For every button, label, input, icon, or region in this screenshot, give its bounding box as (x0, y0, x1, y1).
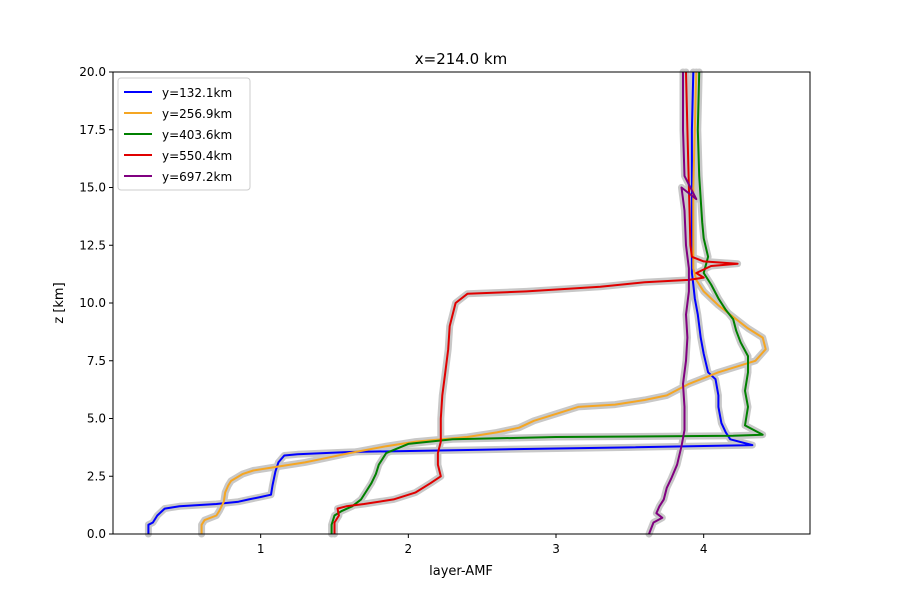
x-tick-label: 2 (405, 542, 413, 556)
legend: y=132.1km y=256.9km y=403.6km y=550.4km y=69… (117, 77, 251, 191)
y-axis-label: z [km] (52, 282, 67, 323)
y-axis-ticks: 0.0 2.5 5.0 7.5 10.0 12.5 15.0 17.5 20.0 (79, 65, 113, 541)
y-tick-label: 15.0 (79, 181, 106, 195)
y-tick-label: 10.0 (79, 296, 106, 310)
series-line-2 (200, 71, 767, 534)
y-tick-label: 17.5 (79, 123, 106, 137)
series-line-1 (147, 71, 754, 534)
legend-label-4: y=550.4km (162, 149, 232, 163)
y-tick-label: 0.0 (87, 527, 106, 541)
y-tick-label: 7.5 (87, 354, 106, 368)
x-tick-label: 4 (700, 542, 708, 556)
chart-title: x=214.0 km (415, 50, 507, 68)
series-lines (147, 71, 767, 535)
y-tick-label: 12.5 (79, 238, 106, 252)
y-tick-label: 2.5 (87, 469, 106, 483)
series-line-5 (648, 72, 698, 535)
legend-label-5: y=697.2km (162, 170, 232, 184)
legend-label-3: y=403.6km (162, 128, 232, 142)
y-tick-label: 20.0 (79, 65, 106, 79)
legend-box (117, 77, 251, 191)
legend-label-1: y=132.1km (162, 86, 232, 100)
x-tick-label: 3 (552, 542, 560, 556)
x-axis-ticks: 1 2 3 4 (257, 534, 708, 556)
x-axis-label: layer-AMF (429, 564, 493, 579)
series-line-3 (330, 71, 764, 534)
series-line-4 (333, 71, 739, 534)
x-tick-label: 1 (257, 542, 265, 556)
y-tick-label: 5.0 (87, 412, 106, 426)
legend-label-2: y=256.9km (162, 107, 232, 121)
